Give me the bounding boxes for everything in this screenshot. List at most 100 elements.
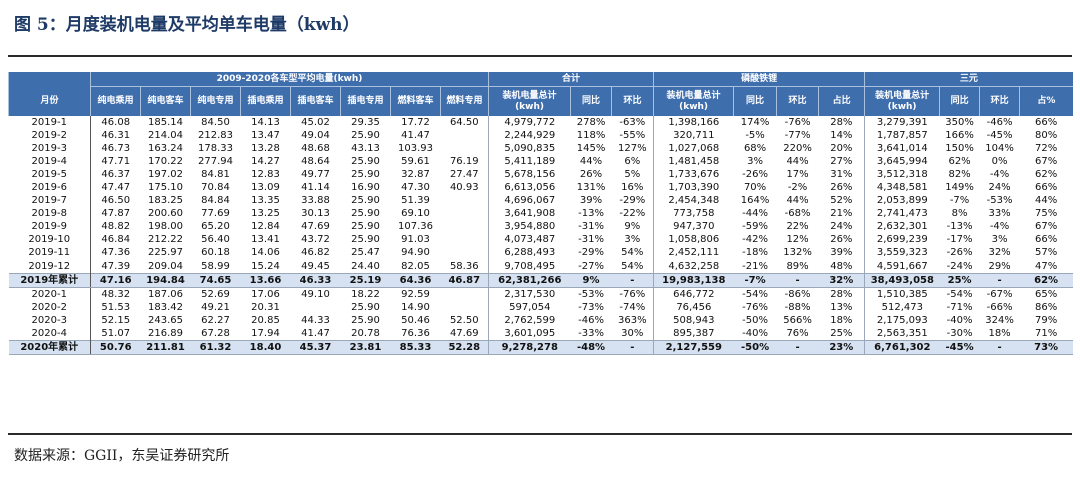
- value-cell: -50%: [742, 314, 768, 326]
- month-cell: 2019-11: [28, 247, 71, 259]
- value-cell: 28%: [830, 288, 853, 300]
- value-cell: 48.32: [90, 287, 141, 301]
- value-cell: 70%: [743, 182, 767, 194]
- table-row: 2019-2 46.31 214.04 212.83 13.47 49.04 25.90 41…: [9, 129, 1073, 143]
- value-cell: 3,954,880: [488, 220, 571, 234]
- value-cell: -88%: [784, 301, 811, 313]
- value-cell: 52.50: [449, 314, 479, 326]
- value-cell: 56.40: [201, 234, 230, 246]
- value-cell: -50%: [733, 339, 777, 355]
- value-cell: 4,591,667: [864, 259, 940, 274]
- column-header: 插电客车: [290, 86, 341, 116]
- value-cell: 6,613,056: [488, 181, 571, 195]
- value-cell: 183.25: [148, 195, 183, 207]
- value-cell: 18.22: [351, 288, 380, 300]
- value-cell: 25.90: [351, 234, 380, 246]
- value-cell: 58.99: [201, 260, 230, 272]
- value-cell: 50.76: [90, 339, 141, 355]
- table-row: 2019-9 48.82 198.00 65.20 12.84 47.69 25.90 107…: [9, 220, 1073, 234]
- value-cell: 104%: [985, 143, 1014, 155]
- value-cell: 4,073,487: [488, 233, 571, 247]
- value-cell: 48.82: [90, 220, 141, 234]
- value-cell: 51.53: [90, 300, 141, 314]
- value-cell: 3%: [747, 156, 763, 168]
- value-cell: 3,279,391: [864, 116, 940, 130]
- value-cell: 2,317,530: [488, 287, 571, 301]
- value-cell: 107.36: [398, 221, 433, 233]
- value-cell: 65.20: [201, 221, 230, 233]
- value-cell: 49.45: [301, 260, 330, 272]
- value-cell: -4%: [989, 221, 1010, 233]
- value-cell: 92.59: [401, 288, 430, 300]
- value-cell: 324%: [985, 314, 1014, 326]
- value-cell: 278%: [576, 117, 606, 129]
- value-cell: 31%: [830, 169, 853, 181]
- value-cell: 52.15: [90, 313, 141, 327]
- value-cell: 25%: [830, 327, 853, 339]
- value-cell: 3%: [991, 234, 1008, 246]
- month-cell: 2020年累计: [8, 339, 91, 355]
- table-row: 2019-7 46.50 183.25 84.84 13.35 33.88 25.90 51.…: [9, 194, 1073, 208]
- column-header: 燃料专用: [439, 86, 489, 116]
- value-cell: -77%: [784, 130, 811, 142]
- value-cell: 47.47: [90, 181, 141, 195]
- value-cell: 41.14: [301, 182, 330, 194]
- value-cell: 13%: [830, 301, 853, 313]
- value-cell: [441, 142, 489, 155]
- value-cell: 1,398,166: [653, 116, 734, 130]
- value-cell: 25.90: [351, 195, 380, 207]
- value-cell: 24.40: [351, 260, 380, 272]
- value-cell: 57%: [1034, 247, 1058, 259]
- value-cell: 1,733,676: [653, 168, 734, 182]
- value-cell: 947,370: [653, 220, 734, 234]
- column-header: 纯电乘用: [90, 86, 141, 116]
- value-cell: 50.46: [401, 314, 430, 326]
- value-cell: 67.28: [201, 327, 230, 339]
- value-cell: 170.22: [148, 156, 183, 168]
- value-cell: 212.83: [198, 130, 233, 142]
- value-cell: 62,381,266: [488, 272, 571, 288]
- value-cell: -86%: [784, 288, 811, 300]
- value-cell: 12%: [786, 234, 809, 246]
- value-cell: -54%: [742, 288, 768, 300]
- column-header: 环比: [776, 86, 819, 116]
- month-cell: 2020-1: [31, 288, 67, 300]
- value-cell: 49.10: [301, 288, 330, 300]
- value-cell: 32%: [818, 272, 865, 288]
- value-cell: 77.69: [201, 208, 230, 220]
- column-header: 纯电客车: [140, 86, 191, 116]
- value-cell: 20.85: [251, 314, 280, 326]
- value-cell: 512,473: [864, 300, 940, 314]
- month-cell: 2019-6: [31, 182, 67, 194]
- value-cell: 4,348,581: [864, 181, 940, 195]
- value-cell: 131%: [576, 182, 606, 194]
- column-header: 同比: [570, 86, 612, 116]
- column-header: 环比: [979, 86, 1020, 116]
- value-cell: -22%: [619, 208, 646, 220]
- value-cell: 2,741,473: [864, 207, 940, 221]
- value-cell: 508,943: [653, 313, 734, 327]
- column-header: 装机电量总计(kwh): [488, 86, 571, 116]
- value-cell: 25.90: [351, 130, 380, 142]
- month-cell: 2019-4: [31, 156, 67, 168]
- value-cell: 52.28: [440, 339, 489, 355]
- value-cell: 5,090,835: [488, 142, 571, 156]
- value-cell: 76.36: [401, 327, 430, 339]
- value-cell: 54%: [621, 247, 644, 259]
- figure-title: 图 5：月度装机电量及平均单车电量（kwh）: [14, 15, 360, 35]
- value-cell: 895,387: [653, 326, 734, 341]
- value-cell: 216.89: [148, 327, 183, 339]
- value-cell: 220%: [783, 143, 812, 155]
- value-cell: 13.35: [251, 195, 280, 207]
- value-cell: 13.66: [240, 272, 291, 288]
- value-cell: 25.19: [340, 272, 391, 288]
- value-cell: 82%: [948, 169, 971, 181]
- value-cell: -42%: [742, 234, 768, 246]
- value-cell: 44%: [786, 195, 809, 207]
- value-cell: 194.84: [140, 272, 191, 288]
- table-row: 2019-11 47.36 225.97 60.18 14.06 46.82 25.47 94…: [9, 246, 1073, 260]
- value-cell: -: [979, 339, 1020, 355]
- table-row: 2020年累计 50.76 211.81 61.32 18.40 45.37 23.81 85…: [8, 339, 1073, 355]
- value-cell: 66%: [1034, 117, 1058, 129]
- value-cell: -33%: [578, 327, 604, 339]
